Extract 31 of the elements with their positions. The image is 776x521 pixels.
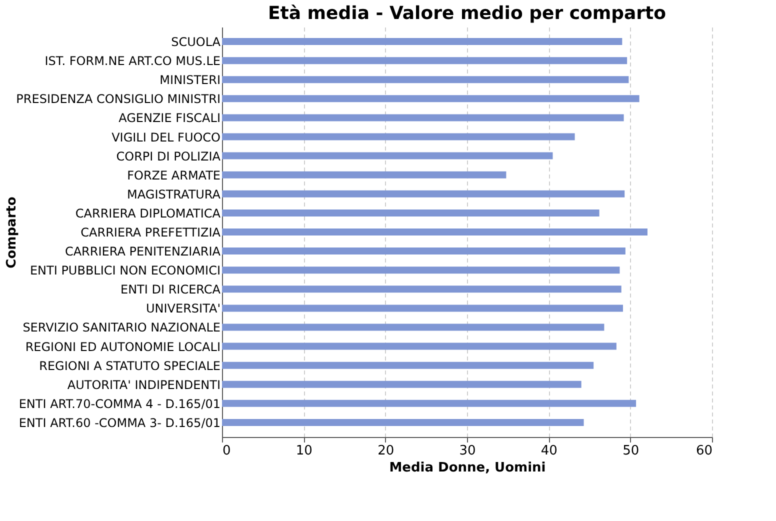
y-tick-label: UNIVERSITA': [146, 302, 220, 316]
y-tick-label: ENTI ART.60 -COMMA 3- D.165/01: [18, 416, 220, 430]
y-tick-label: CARRIERA PREFETTIZIA: [80, 226, 222, 240]
y-tick-label: MAGISTRATURA: [127, 187, 222, 202]
y-tick-label: VIGILI DEL FUOCO: [112, 130, 220, 144]
y-tick-label: CARRIERA PENITENZIARIA: [64, 244, 222, 259]
y-tick-label: REGIONI A STATUTO SPECIALE: [39, 358, 220, 373]
y-tick-label: REGIONI ED AUTONOMIE LOCALI: [25, 340, 220, 354]
y-tick-label: IST. FORM.NE ART.CO MUS.LE: [44, 54, 220, 68]
y-tick-label: PRESIDENZA CONSIGLIO MINISTRI: [16, 92, 220, 106]
y-tick-label: ENTI PUBBLICI NON ECONOMICI: [30, 264, 220, 278]
y-tick-label: AUTORITA' INDIPENDENTI: [67, 378, 220, 392]
y-tick-label: SERVIZIO SANITARIO NAZIONALE: [22, 320, 220, 335]
y-tick-label: CARRIERA DIPLOMATICA: [75, 206, 222, 220]
y-tick-label: FORZE ARMATE: [127, 168, 220, 182]
y-tick-label: ENTI ART.70-COMMA 4 - D.165/01: [18, 396, 220, 411]
x-tick-label: 20: [378, 444, 394, 458]
x-tick-label: 50: [622, 444, 640, 458]
chart-title: Età media - Valore medio per comparto: [268, 3, 666, 24]
y-axis-title: Comparto: [4, 196, 20, 268]
x-tick-label: 40: [540, 444, 558, 458]
y-tick-label: ENTI DI RICERCA: [120, 282, 222, 297]
y-tick-label: MINISTERI: [160, 73, 220, 88]
y-tick-label: SCUOLA: [171, 35, 222, 50]
y-tick-label: AGENZIE FISCALI: [118, 111, 220, 126]
x-tick-label: 0: [222, 444, 231, 458]
x-tick-label: 60: [696, 444, 712, 458]
x-tick-label: 10: [296, 444, 312, 458]
y-tick-label: CORPI DI POLIZIA: [116, 149, 222, 164]
x-axis-title: Media Donne, Uomini: [389, 460, 546, 476]
x-tick-label: 30: [459, 444, 476, 458]
